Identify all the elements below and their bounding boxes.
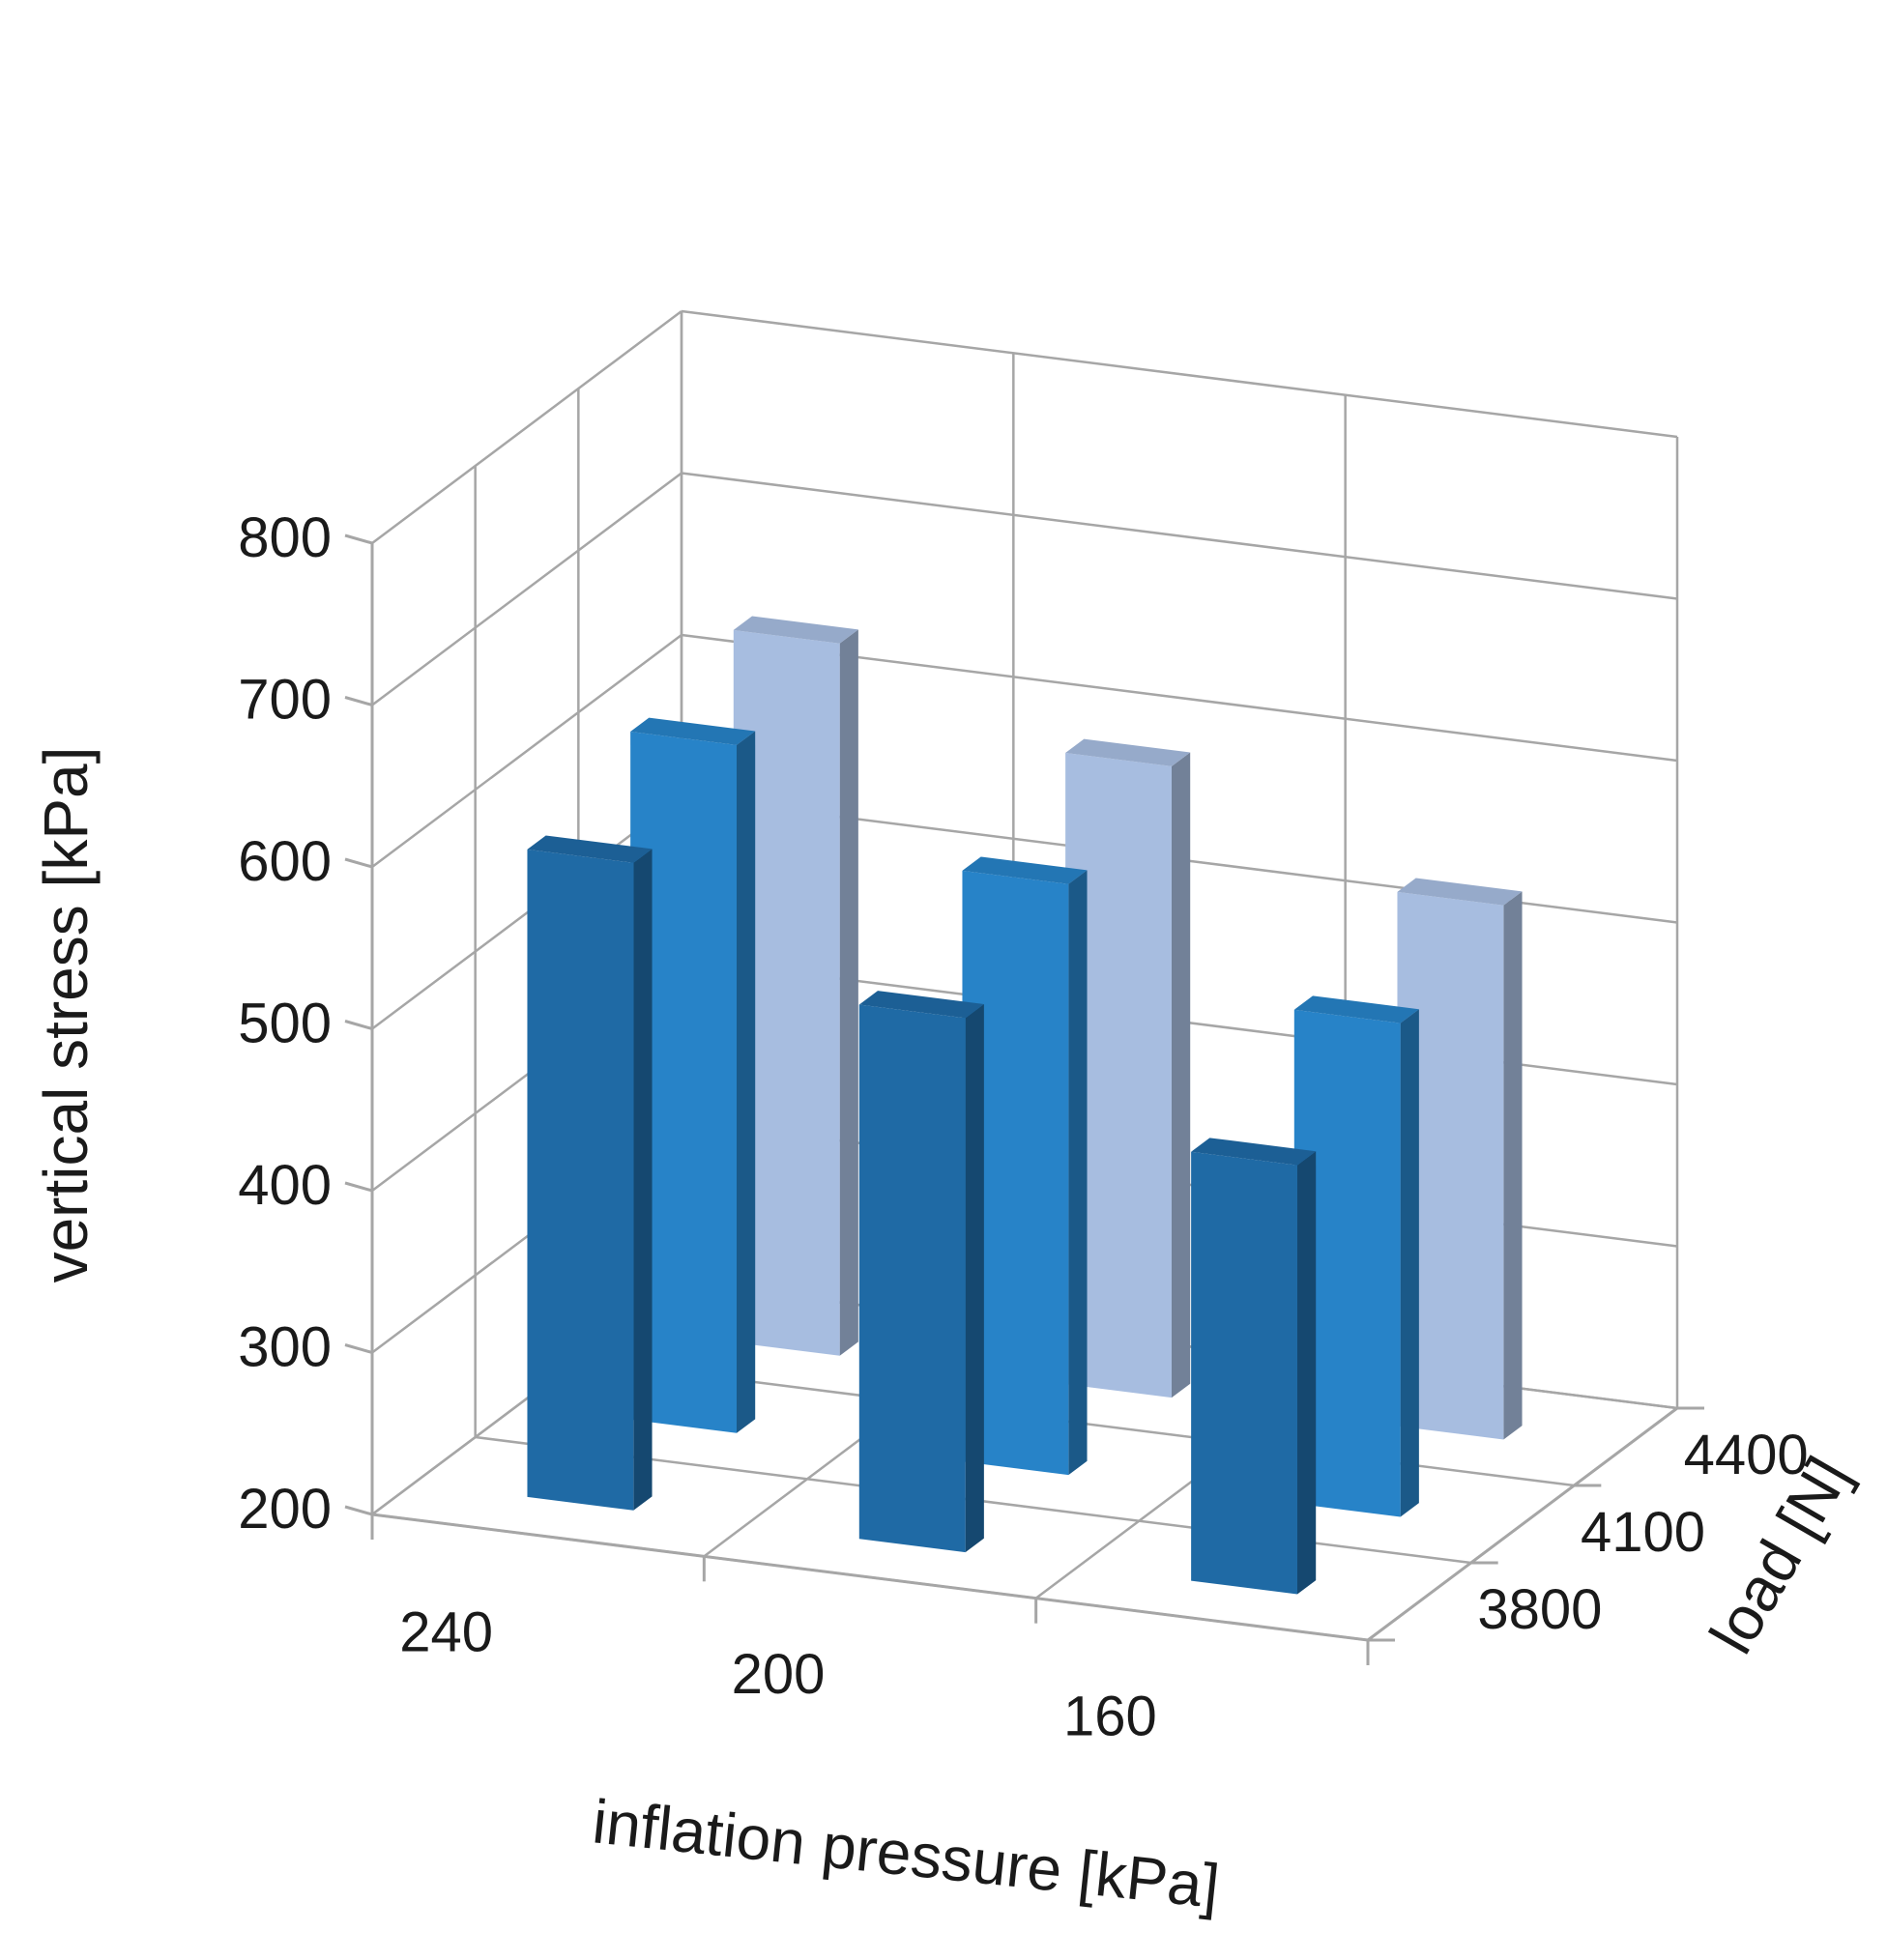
x-tick-label: 240 [399, 1601, 493, 1664]
z-tick-label: 3800 [1477, 1578, 1602, 1641]
bar-side-face [1503, 891, 1523, 1440]
back-wall-gridline [681, 472, 1678, 600]
side-wall-gridline [371, 472, 682, 706]
bar-side-face [633, 849, 653, 1511]
y-tick-mark [344, 1343, 373, 1354]
bar-side-face [737, 731, 756, 1433]
bar-4400-200 [1065, 738, 1191, 1398]
back-wall-gridline [681, 309, 1678, 439]
bar-top-face [1293, 995, 1419, 1023]
x-axis-title: inflation pressure [kPa] [590, 1786, 1223, 1921]
bar-side-face [1297, 1151, 1317, 1595]
bar-top-face [1397, 878, 1523, 906]
bar-front-face [858, 1004, 966, 1553]
x-axis-line [371, 1513, 1369, 1642]
y-tick-mark [344, 857, 373, 869]
bar-front-face [962, 870, 1069, 1476]
y-tick-mark [344, 1020, 373, 1030]
bar-side-face [965, 1003, 984, 1553]
bar-3800-160 [1191, 1138, 1317, 1595]
bar-top-face [962, 856, 1088, 884]
bar-top-face [630, 717, 756, 745]
bar-side-face [1400, 1009, 1419, 1517]
y-tick-label: 200 [238, 1478, 332, 1541]
y-axis-title: vertical stress [kPa] [31, 747, 101, 1283]
y-tick-mark [344, 1181, 373, 1193]
side-wall-gridline [371, 634, 682, 868]
bars [527, 616, 1523, 1595]
bar-front-face [733, 629, 840, 1356]
bar-4100-240 [630, 717, 756, 1433]
x-tick-label: 160 [1063, 1685, 1157, 1747]
y-tick-label: 500 [238, 993, 332, 1055]
side-wall-gridline [371, 795, 682, 1030]
bar-front-face [630, 732, 737, 1433]
y-tick-label: 300 [238, 1316, 332, 1379]
y-tick-mark [344, 1505, 373, 1516]
y-tick-label: 600 [238, 830, 332, 893]
bar-top-face [733, 616, 858, 644]
labels: 200 300 400 500 600 700 800 240 200 160 3800 4100 44… [238, 506, 1808, 1747]
z-tick-label: 4100 [1581, 1501, 1705, 1564]
side-wall-gridline [371, 310, 682, 544]
z-axis-line [1367, 1406, 1678, 1642]
bar-side-face [839, 629, 858, 1356]
y-tick-label: 400 [238, 1154, 332, 1217]
bar-3800-200 [858, 991, 984, 1553]
bar-4400-240 [733, 616, 858, 1356]
y-tick-mark [344, 696, 373, 706]
bar-front-face [1065, 753, 1172, 1398]
bar-side-face [1068, 870, 1088, 1476]
y-tick-label: 700 [238, 669, 332, 732]
bar-top-face [858, 991, 984, 1019]
bar-side-face [1172, 752, 1191, 1398]
bar-4400-160 [1397, 878, 1523, 1440]
bar-4100-160 [1293, 995, 1419, 1517]
bar-3800-240 [527, 835, 653, 1511]
bar-front-face [527, 849, 634, 1511]
bar-front-face [1397, 891, 1504, 1440]
y-tick-mark [344, 533, 373, 545]
bar-front-face [1293, 1009, 1401, 1517]
bar-top-face [1191, 1138, 1317, 1166]
bar-top-face [527, 835, 653, 863]
bar-top-face [1065, 738, 1191, 766]
x-tick-label: 200 [732, 1643, 826, 1706]
bar-4100-200 [962, 856, 1088, 1476]
bar-front-face [1191, 1151, 1297, 1595]
z-tick-label: 4400 [1684, 1424, 1809, 1486]
y-tick-label: 800 [238, 506, 332, 569]
